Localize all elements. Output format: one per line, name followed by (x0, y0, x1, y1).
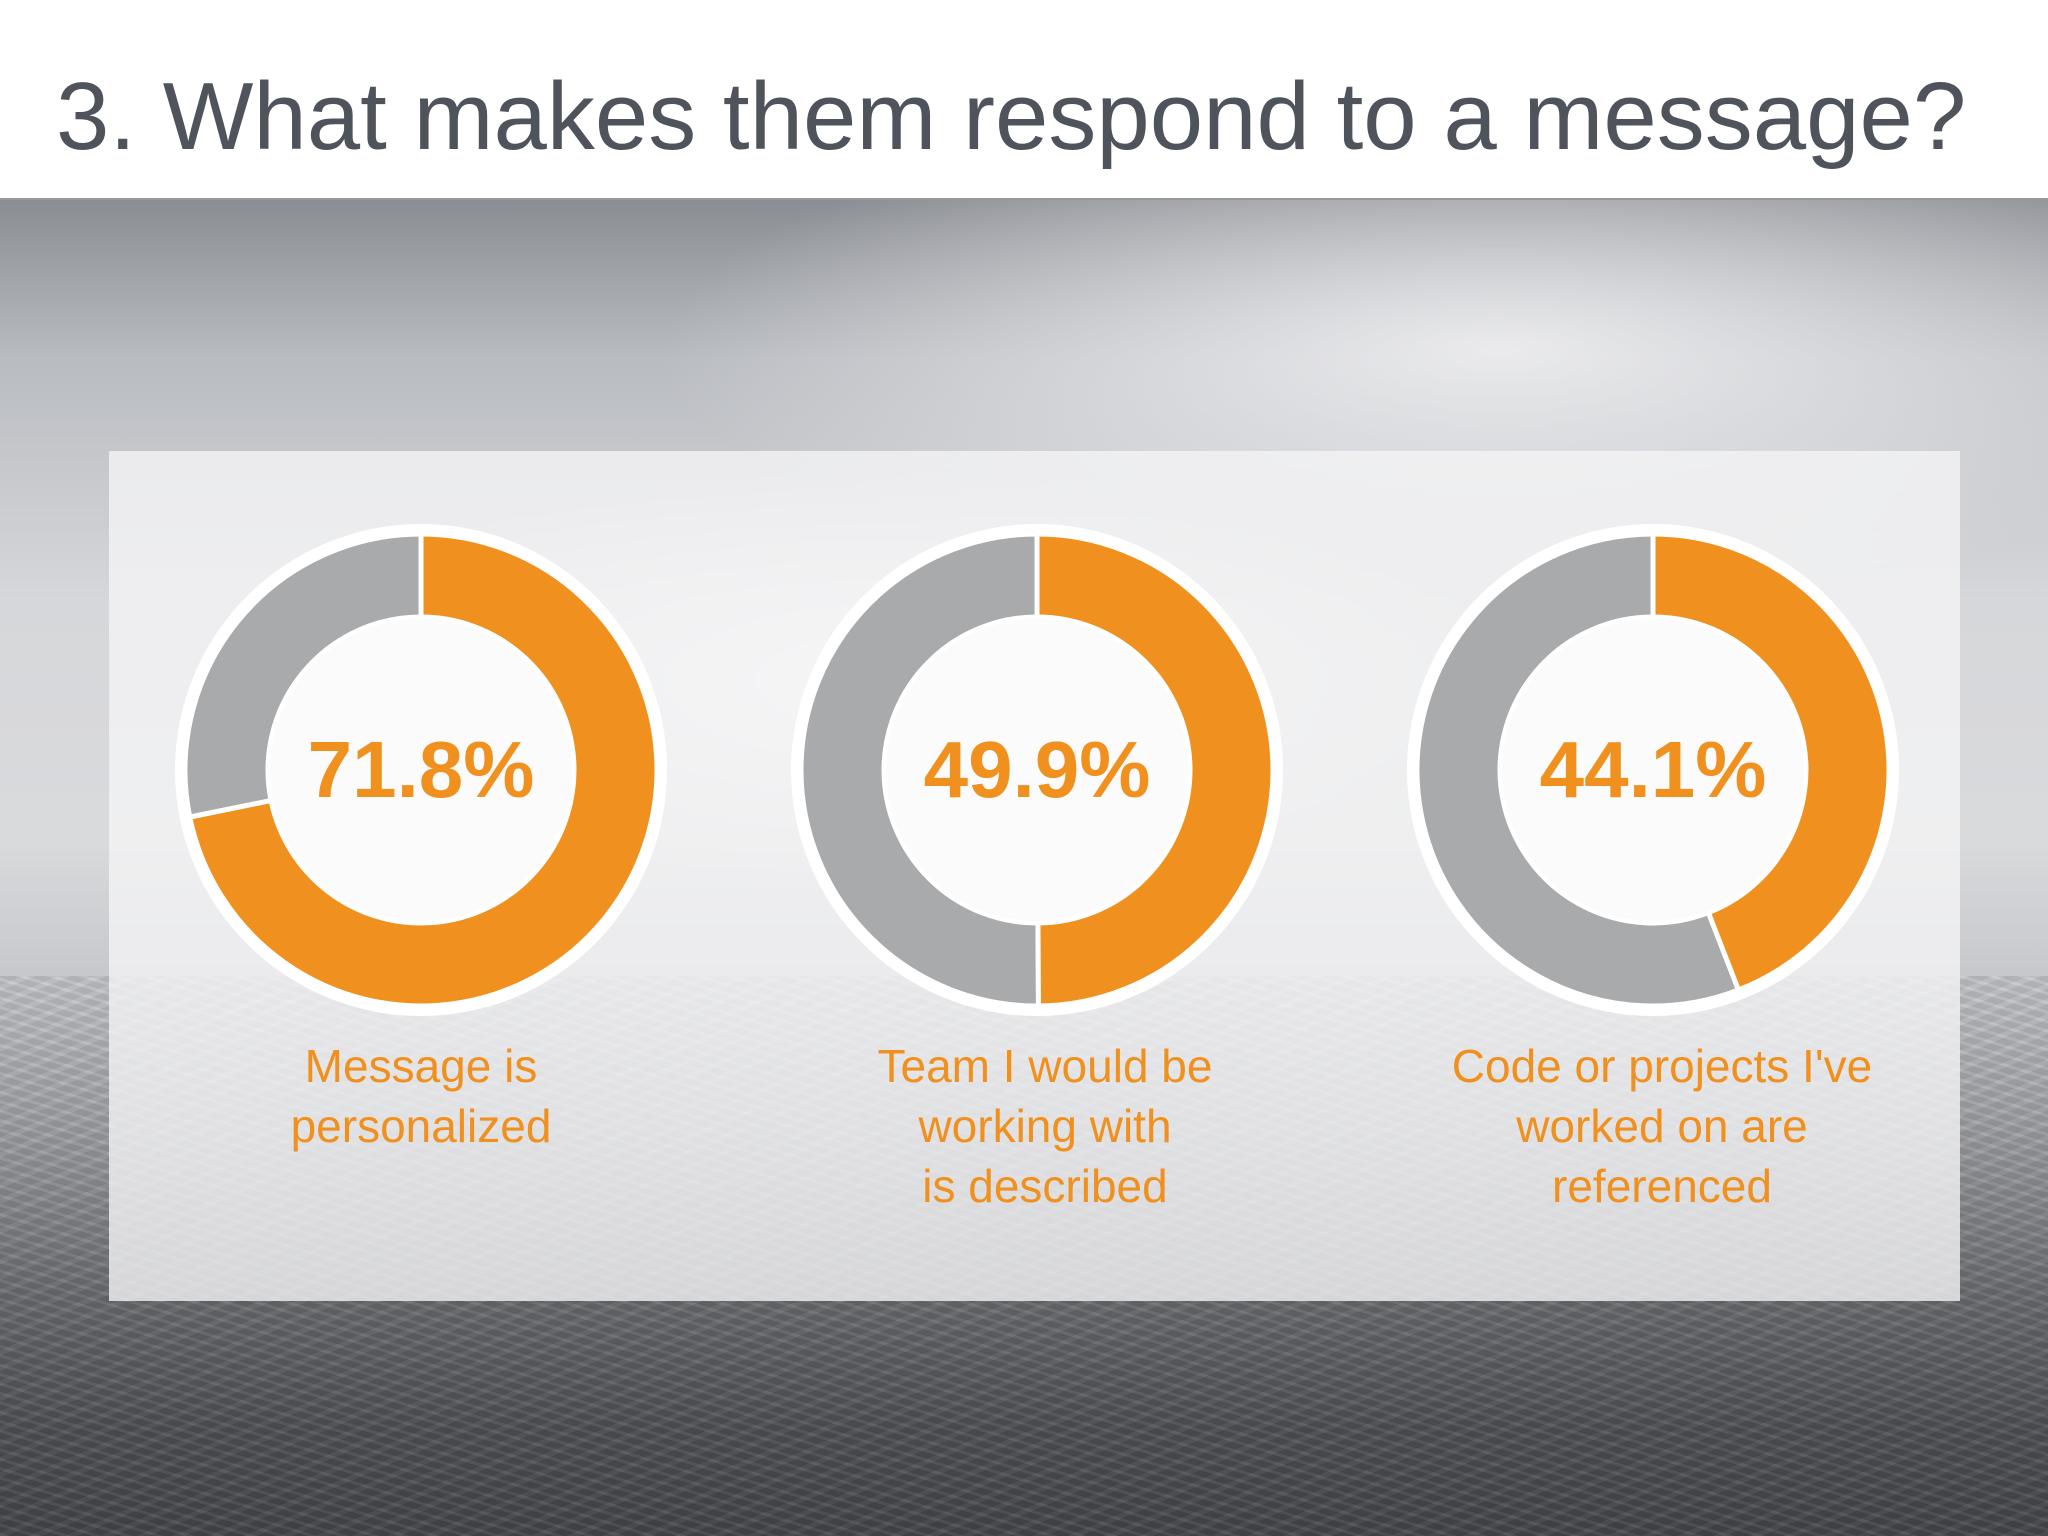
donut-caption: Message is personalized (121, 1036, 721, 1156)
donut-percentage-label: 71.8% (307, 725, 535, 814)
page-title: 3. What makes them respond to a message? (56, 63, 1967, 170)
donut-caption: Team I would be working with is describe… (745, 1036, 1345, 1216)
donut-value-slice (1650, 531, 1892, 994)
donut-svg (791, 524, 1283, 1016)
donut-value-slice (186, 531, 660, 1009)
caption-line: personalized (290, 1100, 552, 1152)
caption-line: Message is (304, 1040, 538, 1092)
donut-chart-team: 49.9% (791, 524, 1283, 1016)
donut-remainder-slice (798, 531, 1041, 1009)
caption-line: is described (922, 1160, 1168, 1212)
donut-value-slice (1034, 531, 1276, 1009)
donut-svg (175, 524, 667, 1016)
caption-line: worked on are (1516, 1100, 1808, 1152)
donut-remainder-slice (182, 531, 424, 821)
caption-line: Team I would be (877, 1040, 1213, 1092)
donut-chart-code: 44.1% (1407, 524, 1899, 1016)
title-bar: 3. What makes them respond to a message? (0, 0, 2048, 200)
donut-percentage-label: 44.1% (1539, 725, 1767, 814)
donut-svg (1407, 524, 1899, 1016)
donut-hole (270, 619, 572, 921)
donut-hole (886, 619, 1188, 921)
caption-line: referenced (1552, 1160, 1772, 1212)
donut-caption: Code or projects I've worked on are refe… (1362, 1036, 1962, 1216)
donut-remainder-slice (1414, 531, 1742, 1009)
caption-line: Code or projects I've (1451, 1040, 1873, 1092)
donut-hole (1502, 619, 1804, 921)
donut-percentage-label: 49.9% (923, 725, 1151, 814)
donut-chart-personalized: 71.8% (175, 524, 667, 1016)
caption-line: working with (918, 1100, 1172, 1152)
